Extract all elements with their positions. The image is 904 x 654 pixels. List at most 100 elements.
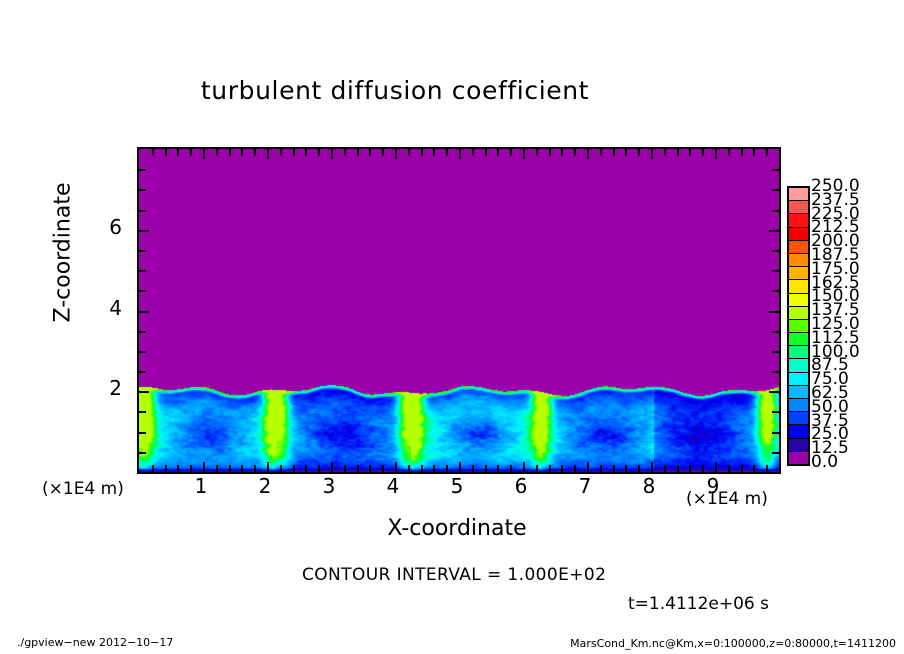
x-minor-tick [382,149,385,156]
colorbar-tick-label: 0.0 [811,452,839,472]
y-minor-tick [772,371,779,374]
x-minor-tick [433,465,436,472]
colorbar-tick-label: 25.0 [811,424,849,445]
x-minor-tick [497,465,500,472]
colorbar-band [789,412,808,426]
page-title: turbulent diffusion coefficient [200,76,590,105]
y-major-tick [769,391,779,394]
x-minor-tick [548,465,551,472]
colorbar-band [789,253,808,268]
x-minor-tick [215,149,218,156]
colorbar-band [789,267,808,281]
x-minor-tick [753,149,756,156]
colorbar-band [789,372,808,386]
x-minor-tick [561,149,564,156]
x-major-tick [267,149,269,159]
y-minor-tick [139,270,146,273]
colorbar-tick-label: 137.5 [811,300,860,321]
y-minor-tick [772,249,779,252]
x-major-tick [651,462,653,472]
x-minor-tick [497,149,500,156]
x-minor-tick [574,465,577,472]
y-minor-tick [772,169,779,172]
x-minor-tick [164,149,167,156]
y-minor-tick [139,209,146,212]
y-axis-unit-label: (×1E4 m) [42,479,124,499]
colorbar-band [789,201,808,215]
x-minor-tick [164,465,167,472]
x-minor-tick [279,149,282,156]
y-tick-label: 6 [109,214,122,239]
x-minor-tick [676,465,679,472]
x-major-tick [715,149,717,159]
heatmap-field [139,149,779,472]
x-minor-tick [305,149,308,156]
colorbar-tick-label: 225.0 [811,203,860,224]
colorbar-band [789,293,808,307]
colorbar-tick-label: 150.0 [811,286,860,307]
x-minor-tick [446,465,449,472]
x-major-tick [459,149,461,159]
x-major-tick [267,462,269,472]
colorbar-band [789,346,808,360]
x-minor-tick [241,149,244,156]
x-axis-unit-label: (×1E4 m) [686,489,768,509]
x-tick-label: 5 [450,474,464,498]
y-minor-tick [772,431,779,434]
x-tick-label: 7 [578,474,592,498]
x-minor-tick [343,465,346,472]
colorbar-band [789,188,808,202]
x-minor-tick [535,149,538,156]
colorbar-band [789,227,808,241]
x-minor-tick [638,465,641,472]
y-minor-tick [772,411,779,414]
x-minor-tick [292,149,295,156]
x-minor-tick [254,465,257,472]
x-minor-tick [727,465,730,472]
colorbar-tick-label: 100.0 [811,341,860,362]
x-minor-tick [702,149,705,156]
x-minor-tick [689,465,692,472]
colorbar-tick-label: 187.5 [811,245,860,265]
x-minor-tick [446,149,449,156]
colorbar-tick-label: 175.0 [811,258,860,279]
x-minor-tick [228,465,231,472]
x-minor-tick [510,149,513,156]
colorbar-band [789,399,808,413]
plot-area [137,147,781,474]
colorbar-band [789,438,808,452]
y-minor-tick [139,371,146,374]
x-major-tick [203,462,205,472]
x-minor-tick [151,465,154,472]
x-minor-tick [356,465,359,472]
colorbar-band [789,240,808,254]
y-tick-label: 2 [109,376,122,401]
x-minor-tick [369,149,372,156]
colorbar-tick-label: 162.5 [811,272,860,293]
y-minor-tick [772,350,779,353]
colorbar-tick-label: 75.0 [811,369,849,390]
colorbar-tick-label: 112.5 [811,327,860,348]
x-minor-tick [420,149,423,156]
colorbar-tick-label: 50.0 [811,396,849,417]
y-minor-tick [139,411,146,414]
x-minor-tick [471,149,474,156]
y-minor-tick [139,169,146,172]
y-axis-title: Z-coordinate [50,182,76,323]
colorbar-tick-label: 87.5 [811,355,849,376]
colorbar-tick-label: 62.5 [811,383,849,403]
footer-source-text: MarsCond_Km.nc@Km,x=0:100000,z=0:80000,t… [570,637,896,650]
x-minor-tick [753,465,756,472]
x-minor-tick [407,149,410,156]
x-minor-tick [663,465,666,472]
x-minor-tick [241,465,244,472]
colorbar-band [789,306,808,320]
time-stamp-note: t=1.4112e+06 s [628,594,769,614]
y-minor-tick [139,189,146,192]
x-tick-label: 6 [514,474,528,498]
y-major-tick [139,229,149,232]
y-minor-tick [139,290,146,293]
y-minor-tick [772,189,779,192]
colorbar-tick-label: 250.0 [811,176,860,196]
y-minor-tick [139,431,146,434]
